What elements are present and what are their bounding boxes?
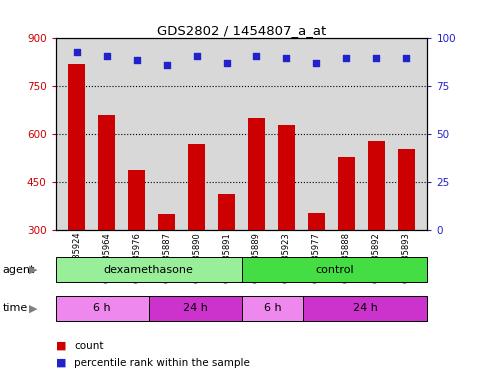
Bar [98, 115, 115, 230]
Text: time: time [2, 303, 28, 313]
Text: agent: agent [2, 265, 35, 275]
Bar [188, 144, 205, 230]
Point [133, 56, 141, 63]
Point [342, 55, 350, 61]
Point [223, 60, 230, 66]
Bar [398, 149, 415, 230]
Text: ■: ■ [56, 358, 66, 368]
Text: 6 h: 6 h [93, 303, 111, 313]
Point [253, 53, 260, 59]
Bar [248, 118, 265, 230]
Bar [368, 141, 385, 230]
Point [283, 55, 290, 61]
Point [72, 49, 80, 55]
Text: ■: ■ [56, 341, 66, 351]
Text: control: control [315, 265, 354, 275]
Point [103, 53, 111, 59]
Point [372, 55, 380, 61]
Text: 24 h: 24 h [353, 303, 378, 313]
Bar [308, 213, 325, 230]
Text: ▶: ▶ [28, 265, 37, 275]
Text: 6 h: 6 h [264, 303, 281, 313]
Bar [278, 125, 295, 230]
Text: percentile rank within the sample: percentile rank within the sample [74, 358, 250, 368]
Bar [158, 214, 175, 230]
Point [313, 60, 320, 66]
Text: count: count [74, 341, 103, 351]
Text: ▶: ▶ [28, 303, 37, 313]
Bar [218, 194, 235, 230]
Text: dexamethasone: dexamethasone [103, 265, 194, 275]
Point [193, 53, 200, 59]
Title: GDS2802 / 1454807_a_at: GDS2802 / 1454807_a_at [157, 24, 326, 37]
Point [163, 62, 170, 68]
Bar [338, 157, 355, 230]
Bar [68, 64, 85, 230]
Text: 24 h: 24 h [183, 303, 208, 313]
Bar [128, 170, 145, 230]
Point [403, 55, 411, 61]
